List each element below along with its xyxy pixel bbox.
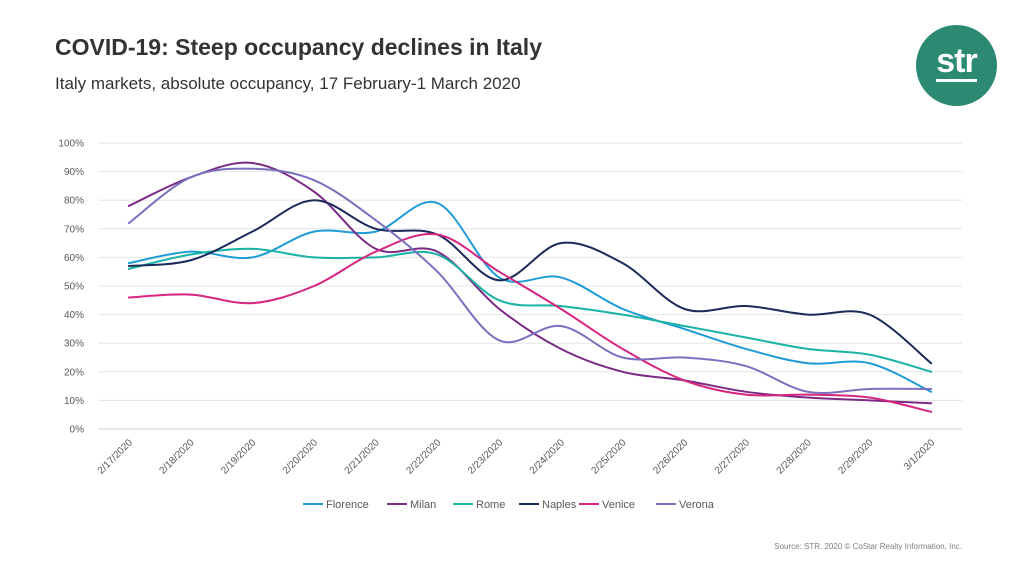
x-tick-label: 2/21/2020	[343, 437, 383, 477]
legend-item-verona: Verona	[656, 499, 715, 511]
x-tick-label: 2/19/2020	[219, 437, 259, 477]
x-tick-label: 2/17/2020	[96, 437, 136, 477]
chart-subtitle: Italy markets, absolute occupancy, 17 Fe…	[55, 74, 521, 93]
legend-item-venice: Venice	[579, 499, 635, 511]
chart-legend: Florence Milan Rome Naples Venice Verona	[303, 499, 715, 511]
series-line-florence	[127, 200, 933, 393]
x-tick-label: 2/25/2020	[589, 437, 629, 477]
x-tick-label: 2/24/2020	[528, 437, 568, 477]
y-axis-ticks: 0% 10% 20% 30% 40% 50% 60% 70% 80% 90% 100%	[58, 139, 84, 436]
y-tick-label: 70%	[64, 224, 84, 235]
series-line-naples	[127, 199, 933, 365]
series-line-venice	[127, 232, 933, 413]
chart-grid	[98, 142, 962, 430]
legend-label: Naples	[542, 499, 577, 511]
x-tick-label: 3/1/2020	[902, 437, 938, 473]
chart-series-lines	[127, 161, 933, 413]
legend-label: Rome	[476, 499, 505, 511]
series-line-rome	[127, 247, 933, 373]
str-logo: str	[916, 25, 997, 106]
y-tick-label: 60%	[64, 253, 84, 264]
legend-label: Verona	[679, 499, 715, 511]
x-tick-label: 2/18/2020	[157, 437, 197, 477]
chart-title: COVID-19: Steep occupancy declines in It…	[55, 34, 542, 60]
x-tick-label: 2/26/2020	[651, 437, 691, 477]
legend-item-florence: Florence	[303, 499, 369, 511]
x-axis-ticks: 2/17/2020 2/18/2020 2/19/2020 2/20/2020 2/21…	[96, 437, 938, 477]
legend-item-milan: Milan	[387, 499, 436, 511]
legend-label: Milan	[410, 499, 436, 511]
y-tick-label: 10%	[64, 396, 84, 407]
legend-item-naples: Naples	[519, 499, 577, 511]
x-tick-label: 2/27/2020	[713, 437, 753, 477]
x-tick-label: 2/23/2020	[466, 437, 506, 477]
y-tick-label: 50%	[64, 282, 84, 293]
y-tick-label: 40%	[64, 310, 84, 321]
source-note: Source: STR. 2020 © CoStar Realty Inform…	[774, 542, 962, 551]
legend-label: Venice	[602, 499, 635, 511]
x-tick-label: 2/28/2020	[775, 437, 815, 477]
logo-text: str	[936, 42, 978, 82]
series-line-milan	[127, 161, 933, 405]
x-tick-label: 2/22/2020	[404, 437, 444, 477]
legend-label: Florence	[326, 499, 369, 511]
y-tick-label: 80%	[64, 196, 84, 207]
y-tick-label: 100%	[58, 139, 84, 150]
y-tick-label: 20%	[64, 367, 84, 378]
x-tick-label: 2/29/2020	[836, 437, 876, 477]
legend-item-rome: Rome	[453, 499, 505, 511]
series-line-verona	[127, 167, 933, 395]
y-tick-label: 90%	[64, 167, 84, 178]
y-tick-label: 30%	[64, 339, 84, 350]
x-tick-label: 2/20/2020	[281, 437, 321, 477]
y-tick-label: 0%	[70, 425, 85, 436]
